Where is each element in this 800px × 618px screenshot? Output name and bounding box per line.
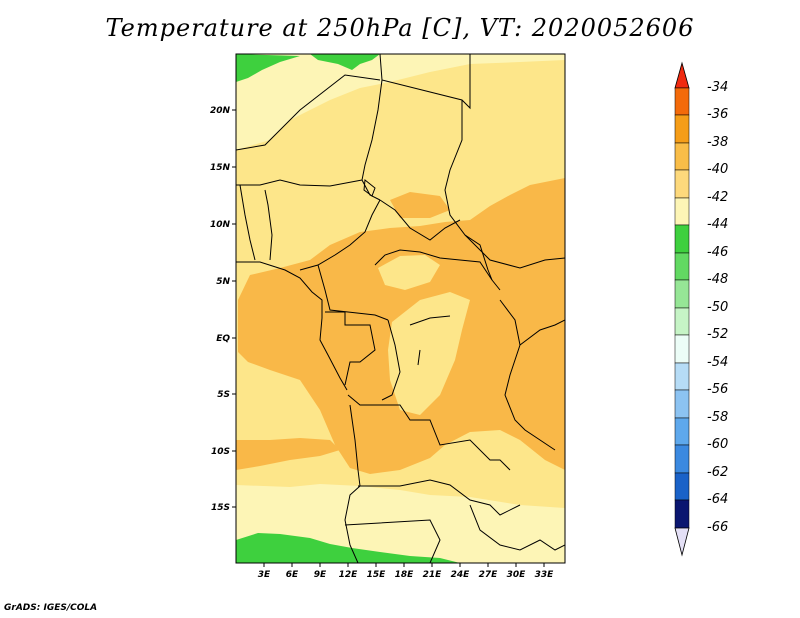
colorbar-swatch (674, 197, 690, 226)
lon-label: 15E (367, 570, 387, 580)
colorbar-label: -60 (707, 437, 729, 452)
colorbar-swatch (674, 499, 690, 529)
chart-title: Temperature at 250hPa [C], VT: 202005260… (105, 14, 695, 42)
colorbar-label: -44 (707, 217, 729, 232)
zambia-borders (358, 479, 521, 516)
lat-label: 15N (210, 163, 231, 173)
lat-ticks (232, 109, 236, 508)
software-credit: GrADS: IGES/COLA (4, 603, 98, 613)
field-warm-patch-north (390, 192, 450, 218)
field-cool-pocket-2 (378, 255, 440, 290)
field-cool-pocket-1 (388, 292, 470, 415)
colorbar-label: -48 (707, 272, 729, 287)
field-green-north (236, 54, 380, 82)
colorbar-swatch (674, 114, 690, 144)
lat-label: 10N (210, 220, 231, 230)
colorbar-swatch (674, 389, 690, 419)
colorbar-swatch (674, 169, 690, 199)
lon-ticks (263, 563, 545, 567)
colorbar-label: -40 (707, 162, 729, 177)
lon-label: 30E (507, 570, 527, 580)
colorbar-swatch (674, 307, 690, 336)
lon-label: 18E (395, 570, 415, 580)
colorbar-label: -58 (707, 410, 729, 425)
temperature-field (236, 54, 565, 563)
lat-label: EQ (216, 334, 230, 344)
lon-label: 6E (286, 570, 299, 580)
drc-west-border (347, 394, 511, 471)
east-africa-lakes (499, 299, 565, 451)
niger-libya-border (236, 74, 381, 151)
colorbar-label: -62 (707, 465, 729, 480)
colorbar-swatch (674, 224, 690, 254)
colorbar-label: -54 (707, 355, 729, 370)
southern-borders (344, 504, 565, 563)
map-frame (235, 53, 566, 564)
colorbar-swatch (674, 444, 690, 474)
nigeria-north-border (236, 179, 363, 187)
colorbar-label: -38 (707, 135, 729, 150)
colorbar-swatch (674, 334, 690, 364)
lon-label: 24E (451, 570, 471, 580)
lon-label: 9E (314, 570, 327, 580)
colorbar-label: -34 (707, 80, 729, 95)
colorbar-label: -50 (707, 300, 729, 315)
colorbar-top-arrow (674, 61, 690, 89)
congo-river (409, 315, 451, 366)
colorbar-swatch (674, 252, 690, 281)
field-warm-patch-southwest (236, 438, 340, 470)
colorbar (674, 61, 690, 557)
colorbar-label: -56 (707, 382, 729, 397)
colorbar-label: -64 (707, 492, 729, 507)
colorbar-swatch (674, 417, 690, 446)
colorbar-bottom-arrow (674, 527, 690, 557)
lon-label: 3E (258, 570, 271, 580)
lon-label: 27E (479, 570, 499, 580)
lat-label: 5S (217, 390, 230, 400)
lon-label: 21E (423, 570, 443, 580)
coastline (236, 261, 348, 391)
colorbar-label: -42 (707, 190, 729, 205)
field-green-south (236, 533, 460, 563)
lon-label: 12E (339, 570, 359, 580)
country-borders (236, 54, 565, 563)
gabon-congo-borders (325, 311, 401, 401)
sudan-south-border (464, 234, 565, 269)
colorbar-label: -52 (707, 327, 729, 342)
cameroon-car-border (379, 199, 461, 241)
cameroon-south-border (317, 264, 389, 321)
lat-label: 15S (211, 503, 230, 513)
lon-label: 33E (535, 570, 555, 580)
colorbar-label: -36 (707, 107, 729, 122)
colorbar-swatch (674, 87, 690, 116)
lat-labels: 20N 15N 10N 5N EQ 5S 10S 15S (210, 106, 231, 513)
colorbar-swatch (674, 472, 690, 501)
colorbar-swatch (674, 362, 690, 391)
angola-namibia-border (344, 404, 361, 563)
lake-chad-outline (363, 179, 376, 197)
chad-sudan-border (444, 100, 493, 281)
lat-label: 10S (211, 447, 230, 457)
benin-togo-borders (239, 184, 273, 261)
colorbar-swatch (674, 279, 690, 309)
colorbar-label: -66 (707, 520, 729, 535)
car-south-border (374, 249, 501, 291)
field-band-light-north (236, 54, 565, 150)
lat-label: 5N (216, 277, 230, 287)
lon-labels: 3E 6E 9E 12E 15E 18E 21E 24E 27E 30E 33E (258, 570, 554, 580)
colorbar-label: -46 (707, 245, 729, 260)
colorbar-swatch (674, 142, 690, 171)
lat-label: 20N (210, 106, 231, 116)
